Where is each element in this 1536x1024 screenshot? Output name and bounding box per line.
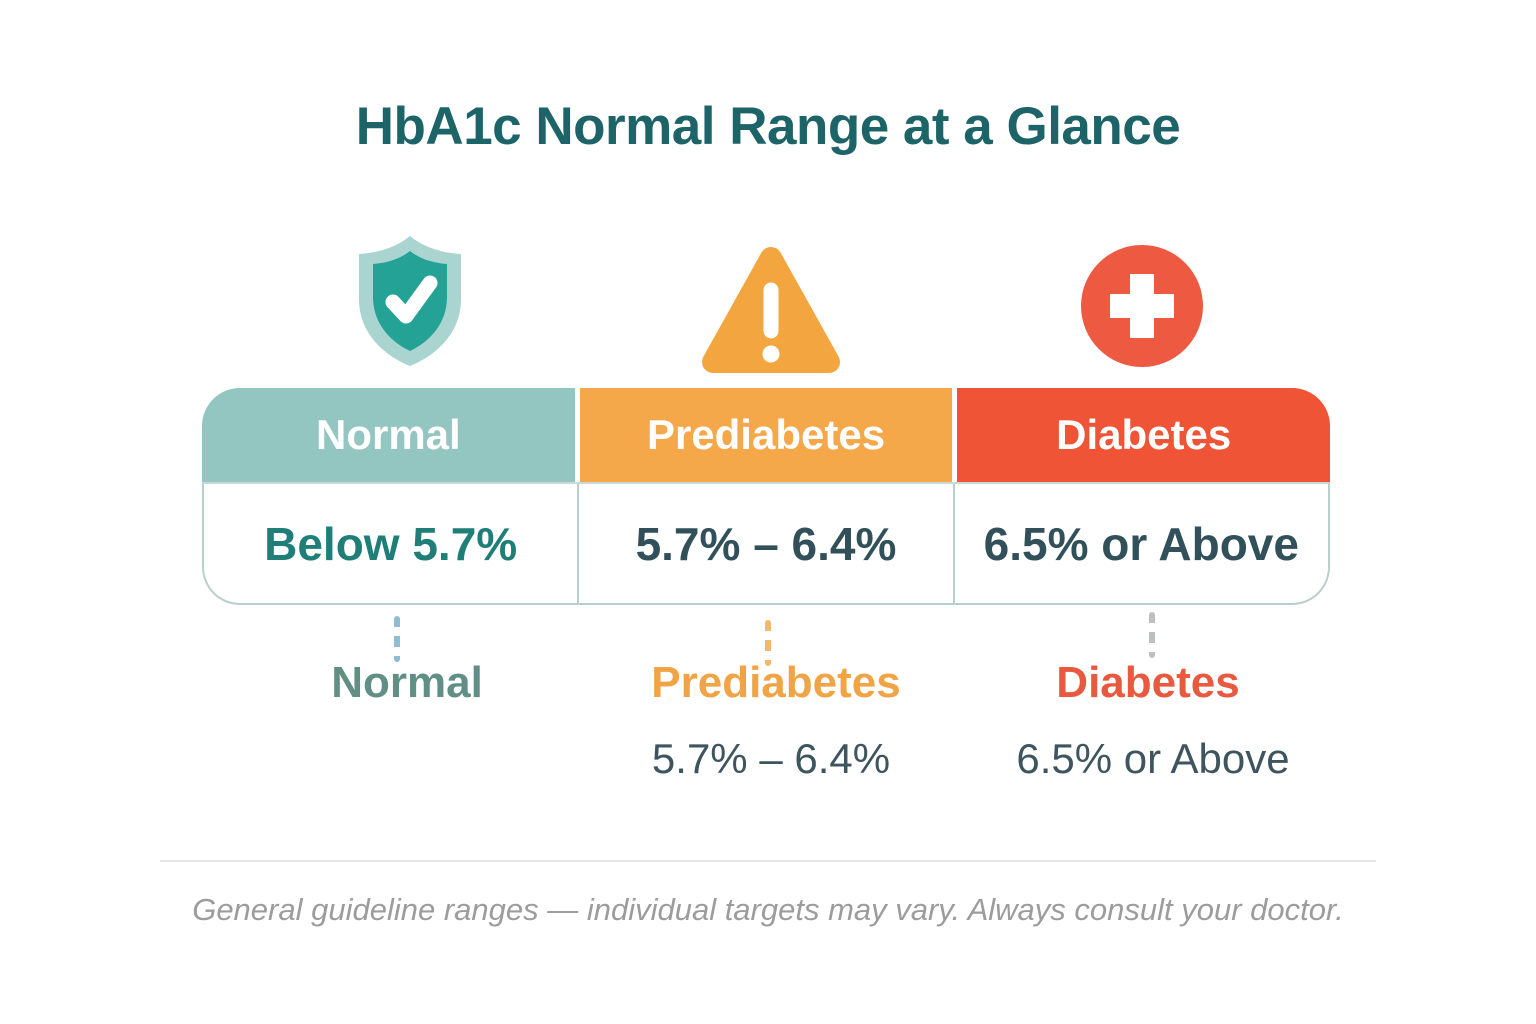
shield-check-icon — [345, 231, 475, 371]
range-sub-value-prediabetes: 5.7% – 6.4% — [651, 735, 891, 782]
connector-dashed-line-normal — [394, 616, 400, 662]
footer-disclaimer-text: General guideline ranges — individual ta… — [192, 892, 1344, 927]
range-table: Normal Prediabetes Diabetes Below 5.7% 5… — [202, 388, 1330, 605]
header-cell-normal: Normal — [202, 388, 575, 482]
value-cell-diabetes: 6.5% or Above — [952, 484, 1328, 603]
range-label-prediabetes: Prediabetes — [651, 658, 901, 707]
range-sub-value-diabetes: 6.5% or Above — [1016, 735, 1290, 782]
footer-divider-line — [160, 860, 1376, 862]
page-title: HbA1c Normal Range at a Glance — [355, 97, 1181, 156]
table-value-row: Below 5.7% 5.7% – 6.4% 6.5% or Above — [202, 482, 1330, 605]
header-cell-prediabetes: Prediabetes — [574, 388, 953, 482]
value-cell-normal: Below 5.7% — [264, 517, 518, 570]
medical-cross-icon — [1081, 245, 1203, 367]
range-label-diabetes: Diabetes — [1056, 658, 1240, 707]
connector-dashed-line-diabetes — [1149, 612, 1155, 658]
connector-dashed-line-prediabetes — [765, 620, 771, 666]
value-cell-prediabetes: 5.7% – 6.4% — [577, 484, 952, 603]
warning-triangle-icon — [699, 238, 843, 386]
range-label-normal: Normal — [331, 658, 483, 707]
table-header-row: Normal Prediabetes Diabetes — [202, 388, 1330, 482]
header-cell-diabetes: Diabetes — [952, 388, 1330, 482]
